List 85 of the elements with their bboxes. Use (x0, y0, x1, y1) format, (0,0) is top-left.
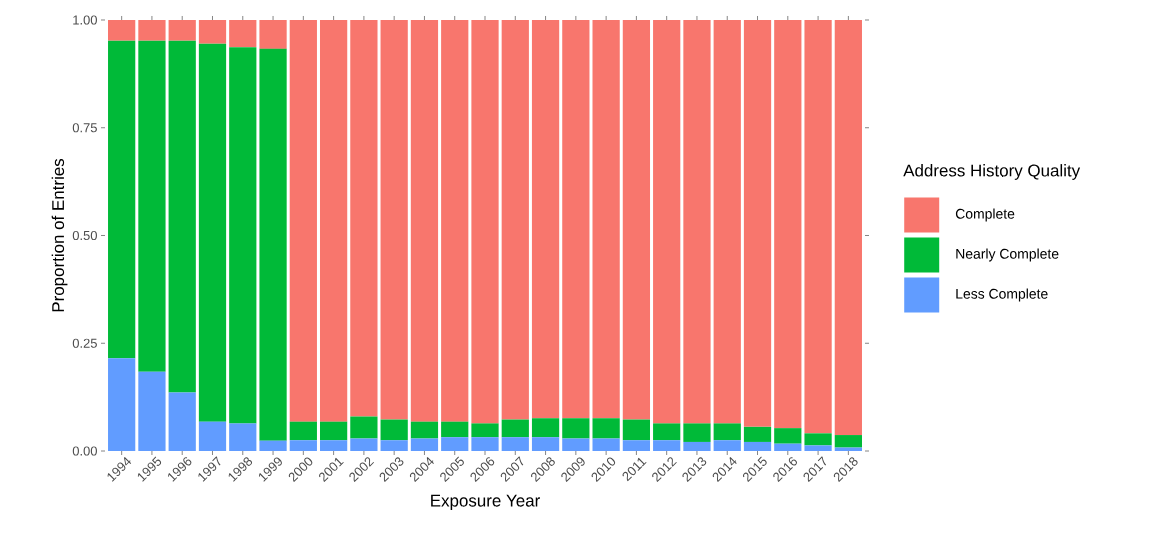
bar (168, 392, 196, 451)
y-tick-label: 0.00 (72, 446, 97, 456)
bar (774, 20, 802, 429)
bar (622, 20, 651, 420)
bar (683, 423, 711, 442)
bar (229, 423, 257, 451)
bar (198, 20, 227, 44)
bar (501, 20, 529, 420)
bar (804, 433, 832, 446)
bar (289, 20, 317, 422)
y-tick-label: 1.00 (73, 15, 97, 25)
bar (108, 20, 136, 41)
bar (743, 441, 772, 451)
bar (501, 419, 529, 438)
bar (289, 421, 317, 441)
text: Complete (955, 208, 1015, 222)
bar (713, 440, 741, 451)
bar (168, 20, 196, 41)
bar (138, 20, 166, 41)
bar (471, 437, 499, 451)
bar (168, 40, 196, 393)
bar (622, 440, 651, 451)
bar (804, 20, 832, 434)
bar (774, 428, 802, 444)
bar (531, 20, 560, 419)
bar (804, 445, 832, 451)
bar (531, 418, 560, 438)
bar (683, 441, 711, 451)
bar (410, 438, 439, 451)
bar (743, 426, 772, 442)
bar (319, 421, 348, 441)
bar (592, 20, 620, 419)
y-tick-label: 0.75 (72, 123, 97, 133)
bar (108, 358, 136, 451)
bar (259, 440, 287, 451)
bar (592, 418, 620, 439)
bar (501, 437, 529, 451)
bar (713, 20, 741, 424)
bar (562, 20, 590, 419)
y-axis-title: Proportion of Entries (51, 158, 68, 312)
y-tick-label: 0.25 (72, 338, 97, 348)
bar (441, 421, 469, 438)
bar (410, 20, 439, 422)
bar (108, 40, 136, 359)
bar (531, 437, 560, 451)
bar (259, 48, 287, 441)
bar (380, 20, 408, 420)
bar (289, 440, 317, 451)
bar (380, 440, 408, 451)
bar (622, 419, 651, 441)
legend-title: Address History Quality (903, 164, 1081, 180)
bar (198, 43, 227, 422)
bar (350, 20, 378, 417)
bar (380, 419, 408, 441)
bar (319, 20, 348, 422)
bar (471, 423, 499, 438)
bar (229, 47, 257, 424)
bar (653, 423, 681, 441)
bar (350, 438, 378, 451)
bar (410, 421, 439, 439)
bar (653, 440, 681, 451)
bar (138, 40, 166, 372)
bar (562, 438, 590, 451)
bar (471, 20, 499, 424)
bar (683, 20, 711, 424)
bar (713, 423, 741, 441)
bar (441, 20, 469, 422)
bar (743, 20, 772, 427)
bar (350, 416, 378, 439)
bar (774, 443, 802, 451)
bar (653, 20, 681, 424)
bar (834, 435, 862, 448)
bar (319, 440, 348, 451)
text: Nearly Complete (956, 248, 1059, 262)
bar (259, 20, 287, 49)
bar (834, 20, 862, 436)
bar (592, 438, 620, 451)
bar (198, 421, 227, 451)
bar (441, 437, 469, 451)
x-axis-title: Exposure Year (431, 494, 540, 510)
y-tick-label: 0.50 (72, 230, 97, 241)
bar (562, 418, 590, 439)
bar (229, 20, 257, 48)
bar (138, 371, 166, 451)
text: Less Complete (956, 288, 1048, 302)
